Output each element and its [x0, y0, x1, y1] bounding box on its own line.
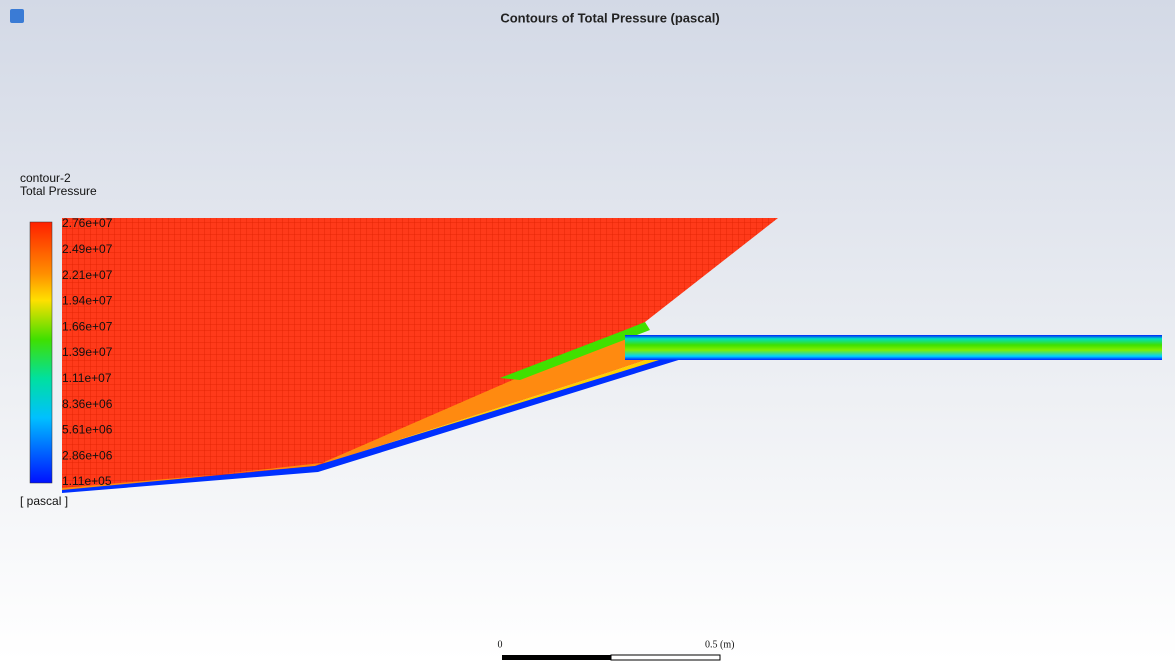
contour-band: [62, 338, 690, 492]
scale-start: 0: [498, 639, 503, 650]
scale-end: 0.5 (m): [705, 639, 734, 650]
legend-label: 1.11e+07: [62, 371, 112, 385]
channel-flow: [625, 335, 1162, 360]
contour-region: [62, 218, 778, 490]
legend-label: 1.66e+07: [62, 319, 113, 333]
scale-bar: [610, 654, 721, 661]
legend-variable: Total Pressure: [20, 184, 97, 198]
color-bar: [29, 221, 53, 484]
legend-label: 1.11e+05: [62, 474, 112, 488]
legend-label: 2.49e+07: [62, 242, 113, 256]
scale-bar: [502, 655, 611, 660]
legend-unit: [ pascal ]: [20, 494, 68, 508]
contour-band: [500, 322, 650, 380]
legend-label: 2.21e+07: [62, 268, 113, 282]
legend-label: 5.61e+06: [62, 423, 113, 437]
legend-label: 1.94e+07: [62, 294, 113, 308]
legend-label: 2.86e+06: [62, 448, 113, 462]
title: Contours of Total Pressure (pascal): [500, 10, 719, 25]
legend-label: 2.76e+07: [62, 216, 113, 230]
legend-label: 1.39e+07: [62, 345, 113, 359]
legend-label: 8.36e+06: [62, 397, 113, 411]
app-icon: [10, 9, 24, 23]
legend-name: contour-2: [20, 171, 71, 185]
